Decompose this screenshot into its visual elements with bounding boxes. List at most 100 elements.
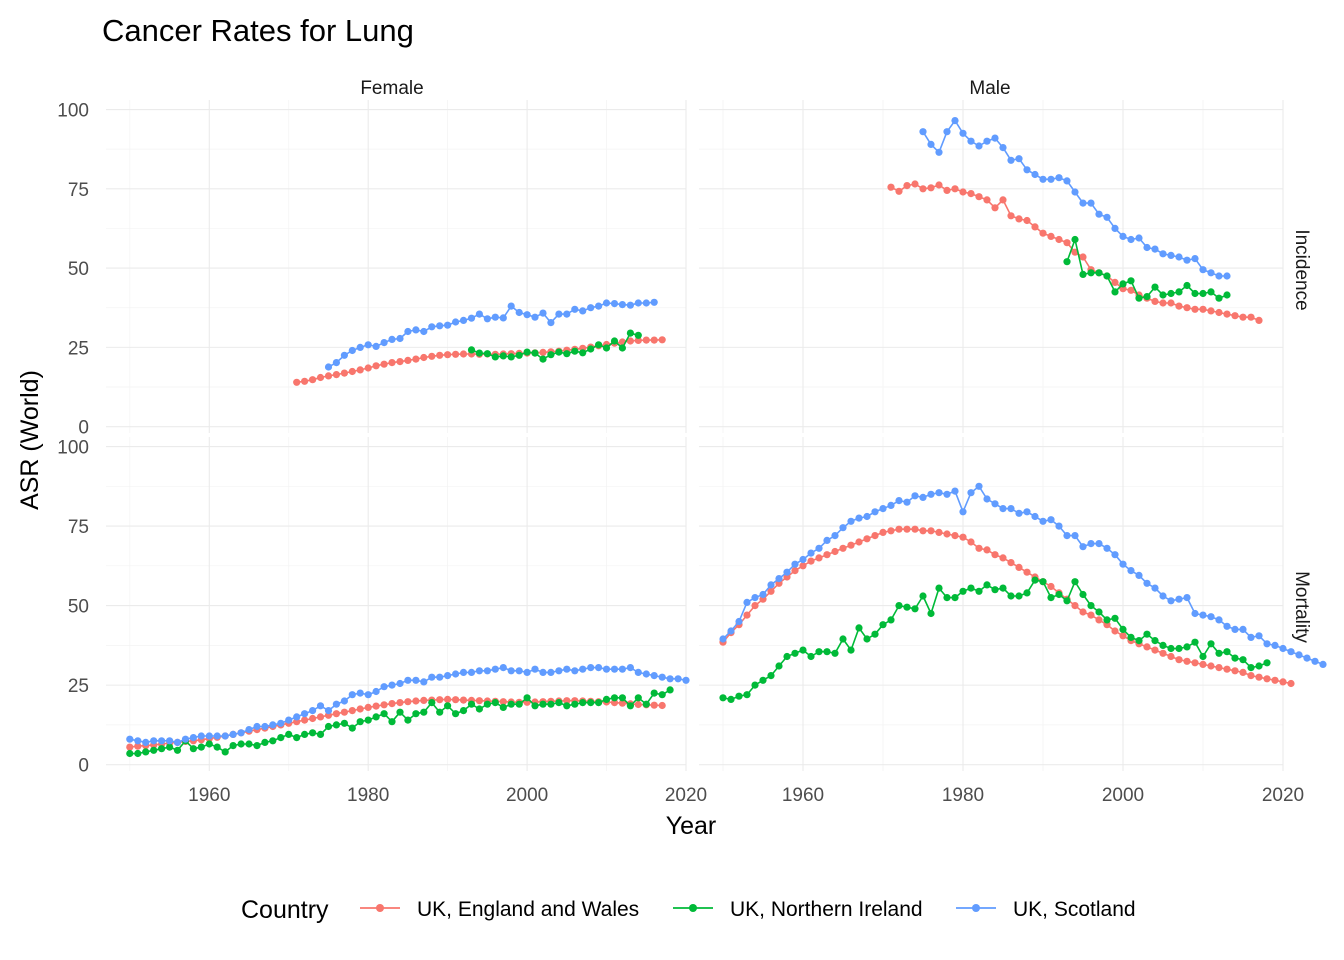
data-point [1223, 310, 1231, 318]
data-point [420, 353, 428, 362]
data-point [1207, 640, 1215, 648]
data-point [799, 555, 807, 564]
data-point [1159, 641, 1167, 650]
data-point [975, 482, 983, 490]
data-point [467, 700, 476, 708]
data-point [887, 501, 895, 509]
data-point [919, 592, 927, 600]
data-point [587, 304, 595, 312]
data-point [1207, 307, 1215, 315]
data-point [1103, 616, 1111, 624]
data-point [1063, 258, 1071, 266]
data-point [1159, 299, 1167, 307]
data-point [364, 364, 372, 372]
data-point [895, 187, 903, 195]
data-point [887, 183, 895, 191]
data-point [467, 668, 476, 677]
data-point [1175, 253, 1183, 261]
data-point [1247, 664, 1255, 672]
data-point [420, 696, 428, 705]
data-point [1303, 654, 1311, 662]
data-point [571, 700, 579, 708]
data-point [943, 594, 951, 602]
data-point [1239, 313, 1247, 321]
data-point [1127, 277, 1135, 285]
data-point [587, 664, 595, 672]
data-point [412, 697, 420, 705]
data-point [531, 349, 539, 357]
data-point [134, 742, 142, 750]
data-point [491, 353, 499, 361]
data-point [1031, 576, 1039, 584]
data-point [1183, 643, 1191, 651]
x-tick-label: 2020 [1262, 785, 1304, 806]
data-point [1239, 656, 1247, 664]
series-uk-england-and-wales [293, 336, 666, 386]
data-point [150, 737, 158, 745]
data-point [1015, 509, 1023, 517]
data-point [499, 664, 507, 672]
data-point [452, 696, 460, 704]
data-point [999, 505, 1007, 513]
data-point [166, 743, 174, 751]
data-point [1319, 660, 1327, 669]
data-point [515, 308, 523, 317]
data-point [316, 702, 325, 710]
data-point [1207, 613, 1215, 621]
data-point [221, 732, 229, 740]
data-point [277, 734, 285, 742]
legend-items: UK, England and Wales UK, Northern Irelan… [360, 898, 1136, 921]
data-point [610, 337, 619, 345]
data-point [1095, 608, 1103, 616]
data-point [205, 732, 213, 740]
data-point [324, 363, 333, 371]
data-point [1047, 175, 1055, 183]
data-point [943, 490, 951, 498]
data-point [253, 722, 261, 731]
data-point [523, 668, 531, 677]
data-point [1047, 516, 1055, 524]
data-point [340, 719, 348, 727]
data-point [871, 532, 879, 540]
data-point [967, 137, 975, 145]
data-point [126, 743, 134, 751]
data-point [1223, 648, 1231, 656]
data-point [1223, 291, 1231, 299]
data-point [967, 584, 975, 592]
data-point [523, 311, 531, 319]
data-point [356, 718, 364, 726]
data-point [1191, 255, 1199, 263]
data-point [356, 343, 364, 351]
data-point [911, 180, 919, 188]
data-point [348, 724, 356, 732]
data-point [1055, 590, 1063, 599]
data-point [658, 673, 666, 681]
data-point [1031, 223, 1039, 231]
data-point [269, 721, 277, 729]
data-point [364, 341, 372, 349]
data-point [618, 665, 627, 673]
data-point [499, 352, 507, 360]
data-point [975, 142, 983, 150]
data-point [674, 675, 682, 683]
data-point [126, 749, 134, 758]
data-point [1071, 578, 1079, 586]
data-point [847, 541, 855, 549]
data-point [1023, 589, 1031, 597]
data-point [634, 668, 642, 677]
data-point [372, 702, 380, 710]
data-point [555, 667, 563, 675]
data-point [499, 698, 507, 706]
legend-label: UK, Scotland [1013, 898, 1136, 921]
data-point [1167, 597, 1175, 605]
data-point [1183, 304, 1191, 312]
data-point [1183, 657, 1191, 665]
data-point [823, 648, 831, 656]
y-tick-label: 100 [57, 101, 89, 122]
data-point [959, 587, 967, 595]
data-point [189, 734, 197, 742]
y-tick-label: 50 [68, 259, 89, 280]
data-point [815, 544, 823, 552]
data-point [388, 718, 396, 726]
data-point [1111, 627, 1119, 635]
